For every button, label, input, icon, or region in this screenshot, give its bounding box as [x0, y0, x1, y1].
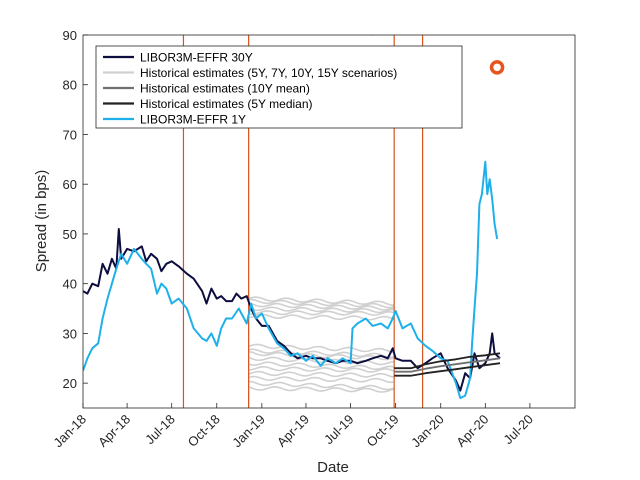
x-tick-label: Apr-20 [453, 412, 491, 450]
legend-label: Historical estimates (5Y, 7Y, 10Y, 15Y s… [140, 66, 397, 80]
scenario-line [248, 380, 395, 391]
x-tick-label: Jan-20 [408, 412, 447, 451]
x-tick-label: Apr-19 [274, 412, 312, 450]
circle-marker [489, 60, 505, 75]
legend-label: Historical estimates (10Y mean) [140, 82, 310, 96]
x-axis-label: Date [317, 459, 349, 476]
scenario-upper-curve [370, 35, 376, 36]
scenario-line [248, 313, 395, 321]
scenario-line [248, 296, 395, 307]
x-tick-label: Oct-19 [364, 412, 402, 450]
scenario-line [248, 298, 395, 309]
series-line [394, 352, 501, 370]
scenario-line [248, 348, 395, 359]
scenario-line [248, 350, 395, 361]
scenario-line [248, 385, 395, 393]
y-axis-label: Spread (in bps) [33, 170, 50, 273]
x-tick-label: Jan-19 [229, 412, 268, 451]
annotations [489, 60, 505, 75]
scenario-line [248, 302, 395, 311]
scenario-line [248, 370, 395, 379]
y-tick-label: 20 [63, 376, 77, 391]
legend-label: LIBOR3M-EFFR 1Y [140, 113, 246, 127]
legend-label: Historical estimates (5Y median) [140, 97, 313, 111]
x-tick-label: Jul-18 [142, 412, 178, 448]
scenario-line [248, 343, 395, 354]
y-tick-label: 40 [63, 277, 77, 292]
series-line [83, 160, 499, 400]
legend-label: LIBOR3M-EFFR 30Y [140, 51, 253, 65]
scenario-line [248, 375, 395, 384]
y-tick-label: 70 [63, 127, 77, 142]
y-tick-label: 30 [63, 326, 77, 341]
x-tick-label: Apr-18 [95, 412, 133, 450]
plot-frame [82, 34, 576, 409]
series-line [394, 362, 501, 377]
legend-box [95, 45, 463, 129]
x-tick-label: Oct-18 [185, 412, 223, 450]
series-line [394, 357, 501, 373]
series-line [83, 228, 501, 392]
x-tick-label: Jan-18 [50, 412, 89, 451]
y-axis: 20 30 40 50 60 70 80 90 [63, 28, 88, 391]
y-tick-label: 90 [63, 28, 77, 43]
scenario-line [248, 306, 395, 314]
x-axis: Jan-18 Apr-18 Jul-18 Oct-18 Jan-19 Apr-19 Jul-… [50, 403, 536, 450]
series-layer [83, 160, 501, 400]
scenario-line [248, 356, 395, 366]
y-tick-label: 60 [63, 177, 77, 192]
y-tick-label: 50 [63, 227, 77, 242]
x-tick-label: Jul-19 [321, 412, 357, 448]
x-tick-label: Jul-20 [500, 412, 536, 448]
scenario-line [248, 365, 395, 373]
y-tick-label: 80 [63, 78, 77, 93]
scenario-line [248, 310, 395, 316]
